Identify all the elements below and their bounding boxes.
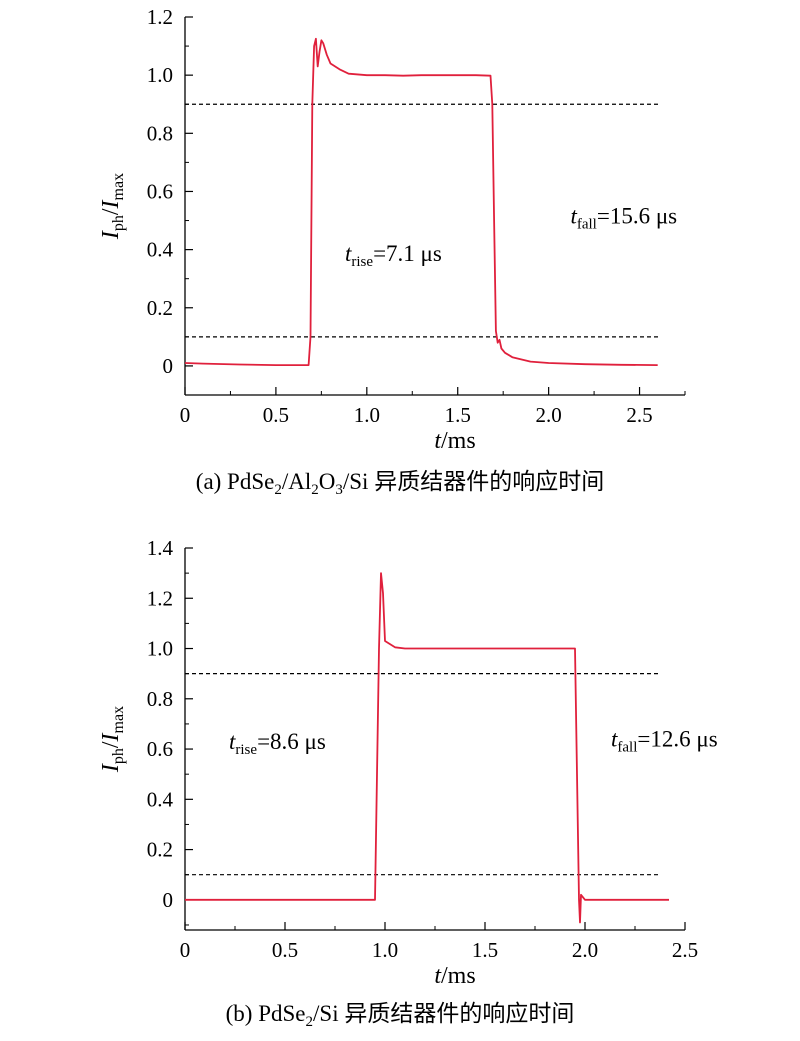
chart-a-y-tick-label: 0.6 <box>147 179 173 203</box>
chart-a-series-line <box>184 37 658 367</box>
chart-a-y-axis-label: Iph/Imax <box>98 173 127 240</box>
chart-a-x-tick-label: 2.5 <box>626 403 652 427</box>
chart-b-series-line <box>185 572 669 924</box>
chart-b-x-tick-label: 0 <box>180 938 191 962</box>
chart-a-y-tick-label: 0 <box>163 354 174 378</box>
chart-a-x-tick-label: 2.0 <box>536 403 562 427</box>
chart-b-x-tick-label: 1.0 <box>372 938 398 962</box>
chart-b-y-tick-label: 0.6 <box>147 737 173 761</box>
chart-b: 0 0.5 1.0 1.5 2.0 2.5 0 0.2 0.4 0.6 0.8 1.0 1.2 1.4 tr… <box>98 536 718 1030</box>
chart-a-annotation: tfall=15.6 μs <box>570 203 677 232</box>
chart-b-x-axis-label: t/ms <box>434 963 475 989</box>
chart-b-y-tick-label: 1.4 <box>147 536 174 560</box>
chart-a: 0 0.5 1.0 1.5 2.0 2.5 0 0.2 0.4 0.6 0.8 1.0 1.2 trise… <box>98 5 686 498</box>
chart-b-y-tick-label: 0 <box>163 888 174 912</box>
chart-b-x-tick-label: 1.5 <box>472 938 498 962</box>
chart-a-y-tick-label: 0.2 <box>147 296 173 320</box>
chart-a-y-tick-label: 1.0 <box>147 63 173 87</box>
chart-b-caption: (b) PdSe2/Si 异质结器件的响应时间 <box>226 1001 575 1030</box>
chart-b-y-tick-label: 1.0 <box>147 637 173 661</box>
chart-a-x-tick-label: 0.5 <box>263 403 289 427</box>
chart-a-y-tick-label: 0.8 <box>147 121 173 145</box>
chart-b-y-tick-label: 0.4 <box>147 787 174 811</box>
chart-b-x-tick-label: 0.5 <box>272 938 298 962</box>
chart-b-x-tick-label: 2.5 <box>672 938 698 962</box>
chart-a-x-tick-label: 1.0 <box>354 403 380 427</box>
chart-a-caption: (a) PdSe2/Al2O3/Si 异质结器件的响应时间 <box>196 469 604 498</box>
chart-b-y-tick-label: 0.2 <box>147 838 173 862</box>
chart-b-x-tick-label: 2.0 <box>572 938 598 962</box>
chart-b-annotation: trise=8.6 μs <box>229 729 326 758</box>
chart-b-annotation: tfall=12.6 μs <box>611 727 718 756</box>
chart-b-y-tick-label: 1.2 <box>147 586 173 610</box>
chart-a-x-tick-label: 0 <box>180 403 191 427</box>
chart-b-y-tick-label: 0.8 <box>147 687 173 711</box>
chart-a-x-tick-label: 1.5 <box>445 403 471 427</box>
chart-a-y-tick-label: 1.2 <box>147 5 173 29</box>
chart-b-y-axis-label: Iph/Imax <box>98 706 127 773</box>
chart-a-y-tick-label: 0.4 <box>147 238 174 262</box>
chart-a-x-axis-label: t/ms <box>434 428 475 454</box>
chart-a-annotation: trise=7.1 μs <box>345 241 442 270</box>
